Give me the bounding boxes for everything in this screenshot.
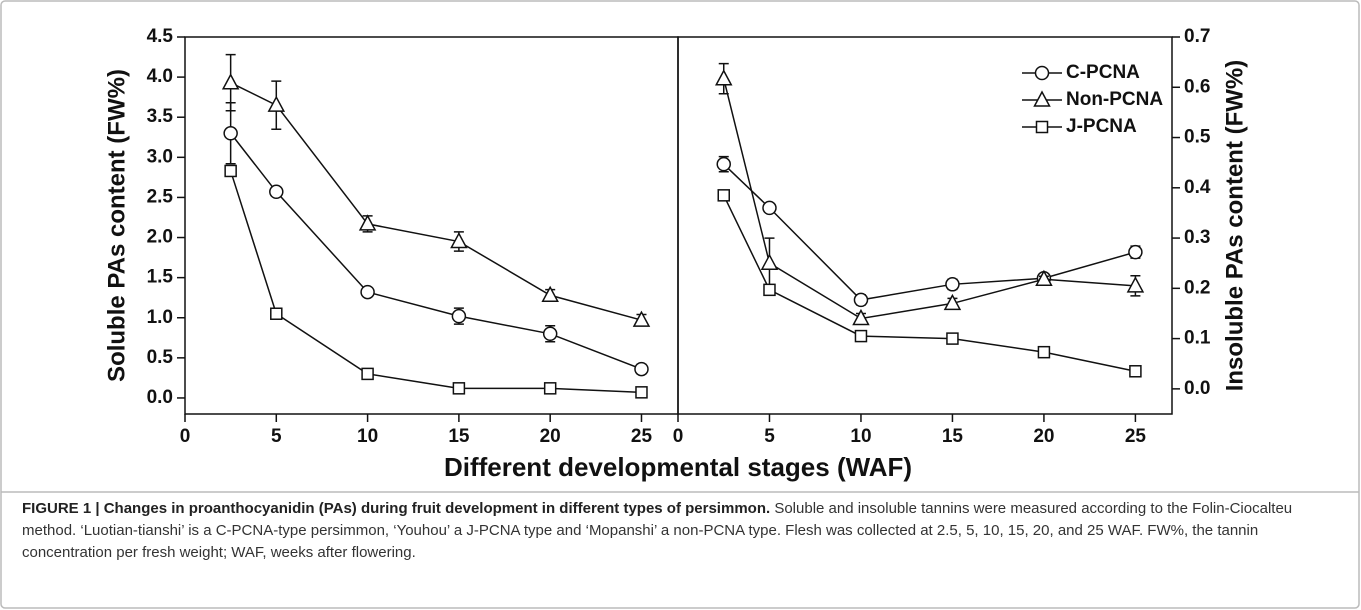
caption-title: FIGURE 1 | Changes in proanthocyanidin (… (22, 500, 771, 517)
y-tick-label: 4.0 (147, 66, 173, 87)
marker (361, 367, 374, 381)
series-line (723, 195, 1136, 373)
marker (714, 69, 733, 86)
y-tick-label: 2.5 (147, 186, 174, 207)
plot-frame (677, 36, 1173, 415)
marker (1128, 244, 1143, 260)
marker (1037, 345, 1051, 359)
y-tick-label: 0.1 (1184, 328, 1211, 349)
marker (852, 308, 870, 326)
y-tick-label: 0.5 (147, 347, 174, 368)
series-line (723, 163, 1136, 301)
legend-label: C-PCNA (1066, 62, 1140, 83)
y-tick-label: 4.5 (147, 26, 174, 47)
y-tick-label: 0.0 (147, 387, 173, 408)
legend-label: J-PCNA (1066, 116, 1137, 137)
x-tick-label: 15 (448, 426, 470, 447)
series-line (723, 78, 1136, 320)
marker (452, 382, 466, 395)
marker (267, 95, 286, 112)
marker (358, 214, 377, 231)
x-tick-label: 0 (673, 426, 684, 447)
marker (1129, 365, 1142, 378)
marker (763, 283, 776, 297)
marker (635, 386, 648, 399)
legend-marker (1033, 90, 1051, 107)
x-axis-label: Different developmental stages (WAF) (444, 452, 912, 482)
marker (269, 184, 284, 200)
marker (854, 329, 868, 343)
series-line (230, 82, 642, 321)
x-tick-label: 15 (942, 426, 964, 447)
marker (946, 332, 959, 345)
marker (945, 277, 960, 292)
legend-marker (1034, 65, 1050, 81)
x-tick-label: 20 (1033, 426, 1054, 447)
caption-text: Soluble and insoluble tannins were measu… (22, 500, 1293, 561)
marker (360, 284, 375, 300)
plot-frame (184, 36, 679, 415)
marker (1035, 269, 1053, 287)
marker (762, 200, 777, 216)
marker (543, 382, 557, 395)
marker (451, 308, 467, 324)
series-line (229, 170, 642, 394)
marker (1126, 276, 1145, 293)
x-tick-label: 10 (357, 426, 378, 447)
marker (270, 307, 283, 320)
x-tick-label: 0 (180, 426, 191, 447)
x-tick-label: 20 (540, 426, 561, 447)
y-tick-label: 0.2 (1184, 277, 1210, 298)
y-tick-label: 3.0 (147, 146, 173, 167)
marker (716, 156, 731, 172)
x-tick-label: 25 (1125, 426, 1147, 447)
y-tick-label: 0.4 (1184, 177, 1211, 198)
marker (634, 361, 649, 377)
legend-marker (1035, 120, 1049, 134)
marker (853, 292, 869, 308)
x-tick-label: 5 (764, 426, 775, 447)
marker (760, 253, 779, 270)
marker (542, 326, 558, 342)
marker (632, 310, 651, 327)
marker (450, 231, 468, 249)
y-tick-label: 1.5 (147, 267, 174, 288)
y2-axis-label: Insoluble PAs content (FW%) (1221, 60, 1248, 392)
legend-label: Non-PCNA (1066, 89, 1163, 110)
marker (221, 73, 240, 90)
y-tick-label: 0.6 (1184, 76, 1210, 97)
x-tick-label: 25 (631, 426, 653, 447)
x-tick-label: 10 (850, 426, 871, 447)
y-tick-label: 0.3 (1184, 227, 1210, 248)
marker (541, 285, 559, 303)
y-tick-label: 1.0 (147, 307, 173, 328)
y-tick-label: 2.0 (147, 227, 173, 248)
y-tick-label: 0.0 (1184, 378, 1210, 399)
y-tick-label: 0.7 (1184, 26, 1210, 47)
y-axis-label: Soluble PAs content (FW%) (103, 69, 130, 382)
series-line (230, 132, 642, 370)
marker (223, 126, 238, 141)
marker (717, 189, 730, 202)
y-tick-label: 0.5 (1184, 127, 1211, 148)
y-tick-label: 3.5 (147, 106, 174, 127)
marker (224, 164, 237, 178)
caption: FIGURE 1 | Changes in proanthocyanidin (… (22, 498, 1337, 564)
marker (943, 293, 962, 311)
x-tick-label: 5 (271, 426, 282, 447)
